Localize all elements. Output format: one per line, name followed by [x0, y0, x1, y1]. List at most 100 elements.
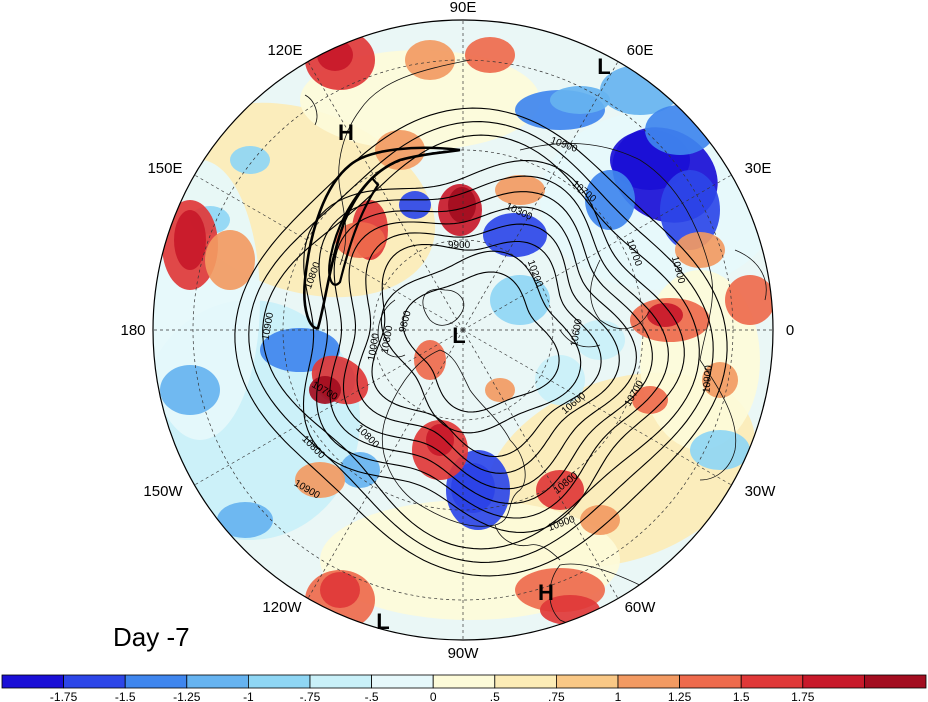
lon-label-30w: 30W [745, 483, 777, 500]
lon-label-30e: 30E [745, 160, 772, 177]
lon-label-60w: 60W [625, 599, 657, 616]
height-contour [329, 191, 653, 505]
contour-label: 10000 [366, 332, 382, 362]
map-frame [152, 19, 774, 641]
anomaly-region [645, 105, 715, 155]
coastline [559, 329, 601, 348]
colorbar-swatch [63, 674, 126, 689]
anomaly-region [205, 230, 255, 290]
anomaly-region [675, 232, 725, 268]
height-contour [371, 240, 602, 458]
colorbar-tick-label: -.5 [365, 690, 379, 702]
anomaly-region [660, 170, 720, 250]
colorbar-tick-label: -1.25 [173, 690, 201, 702]
coastline [381, 349, 526, 527]
pressure-centers: L L L H H [338, 54, 611, 634]
contour-label: 10900 [701, 364, 714, 393]
lon-label-120e: 120E [267, 42, 302, 59]
colorbar-swatch [802, 674, 865, 689]
anomaly-region [230, 146, 270, 174]
colorbar-swatch [309, 674, 372, 689]
coastline [304, 94, 318, 126]
height-contour [356, 223, 620, 474]
coastline [734, 249, 767, 301]
colorbar-tick-label: -1 [243, 690, 254, 702]
colorbar-tick-label: -1.75 [50, 690, 78, 702]
anomaly-region [647, 303, 683, 327]
anomaly-region [536, 470, 584, 510]
anomaly-region [580, 505, 620, 535]
colorbar-swatch [371, 674, 434, 689]
colorbar-swatch [247, 674, 311, 689]
meridian-line [462, 61, 619, 331]
low-pressure-marker: L [376, 609, 389, 634]
meridian-line [462, 329, 619, 599]
coastline [699, 359, 737, 481]
coastline [590, 259, 651, 329]
lon-label-90e: 90E [450, 0, 477, 16]
contour-label: 9900 [448, 240, 471, 251]
colorbar-swatch [1, 674, 64, 689]
colorbar-swatch [556, 674, 619, 689]
height-contour [234, 107, 728, 577]
coastline [339, 189, 347, 266]
low-pressure-marker: L [597, 54, 610, 79]
anomaly-region [405, 40, 455, 80]
anomaly-region [340, 452, 380, 488]
colorbar: -1.75 -1.5 -1.25 -1 -.75 -.5 0 .5 .75 1 1.25 1.5 1.7… [1, 674, 927, 702]
lon-label-90w: 90W [448, 645, 480, 662]
anomaly-region [485, 378, 515, 402]
lon-label-60e: 60E [627, 42, 654, 59]
anomaly-region [495, 175, 545, 205]
anomaly-region [483, 213, 547, 257]
lon-label-0: 0 [786, 322, 794, 339]
colorbar-tick-label: -.75 [300, 690, 321, 702]
contour-label: 10900 [261, 311, 277, 341]
bold-height-contour [303, 146, 461, 330]
longitude-labels: 90E 60E 30E 0 30W 60W 90W 120W 150W 180 … [120, 0, 794, 662]
anomaly-region [295, 462, 345, 498]
anomaly-region [490, 275, 550, 325]
anomaly-region [550, 86, 610, 114]
panel-label: Day -7 [113, 622, 190, 652]
anomaly-region [632, 386, 668, 414]
anomaly-region [317, 39, 353, 71]
height-contour [302, 160, 685, 533]
meridian-line [462, 329, 732, 486]
colorbar-tick-label: 1.25 [668, 690, 692, 702]
coastline [338, 59, 471, 191]
height-contour [262, 134, 700, 550]
height-contour [342, 206, 637, 490]
meridian-line [307, 329, 464, 599]
anomaly-region [535, 355, 585, 405]
height-contour [248, 121, 714, 563]
anomaly-region [690, 430, 750, 470]
meridian-line [307, 61, 464, 331]
lon-label-150w: 150W [143, 483, 183, 500]
height-contour [402, 271, 560, 413]
anomaly-region [320, 572, 360, 608]
coastline [422, 288, 465, 326]
bold-height-contour [328, 176, 380, 286]
meridian-line [194, 174, 464, 331]
colorbar-tick-label: .75 [548, 690, 565, 702]
height-contour [316, 175, 669, 519]
high-pressure-marker: H [338, 120, 354, 145]
anomaly-region [465, 37, 515, 73]
anomaly-region [426, 424, 454, 456]
height-contours [234, 107, 728, 577]
colorbar-swatch [494, 674, 557, 689]
colorbar-swatch [124, 674, 188, 689]
colorbar-swatch [432, 674, 496, 689]
coastline [494, 524, 561, 561]
graticule-grid [153, 20, 773, 640]
colorbar-tick-label: 1.75 [791, 690, 815, 702]
colorbar-tick-label: 0 [430, 690, 437, 702]
colorbar-tick-label: .5 [490, 690, 500, 702]
anomaly-region [160, 365, 220, 415]
anomaly-region [217, 502, 273, 538]
height-contour [380, 250, 582, 434]
colorbar-tick-label: 1 [615, 690, 622, 702]
colorbar-swatch [740, 674, 804, 689]
